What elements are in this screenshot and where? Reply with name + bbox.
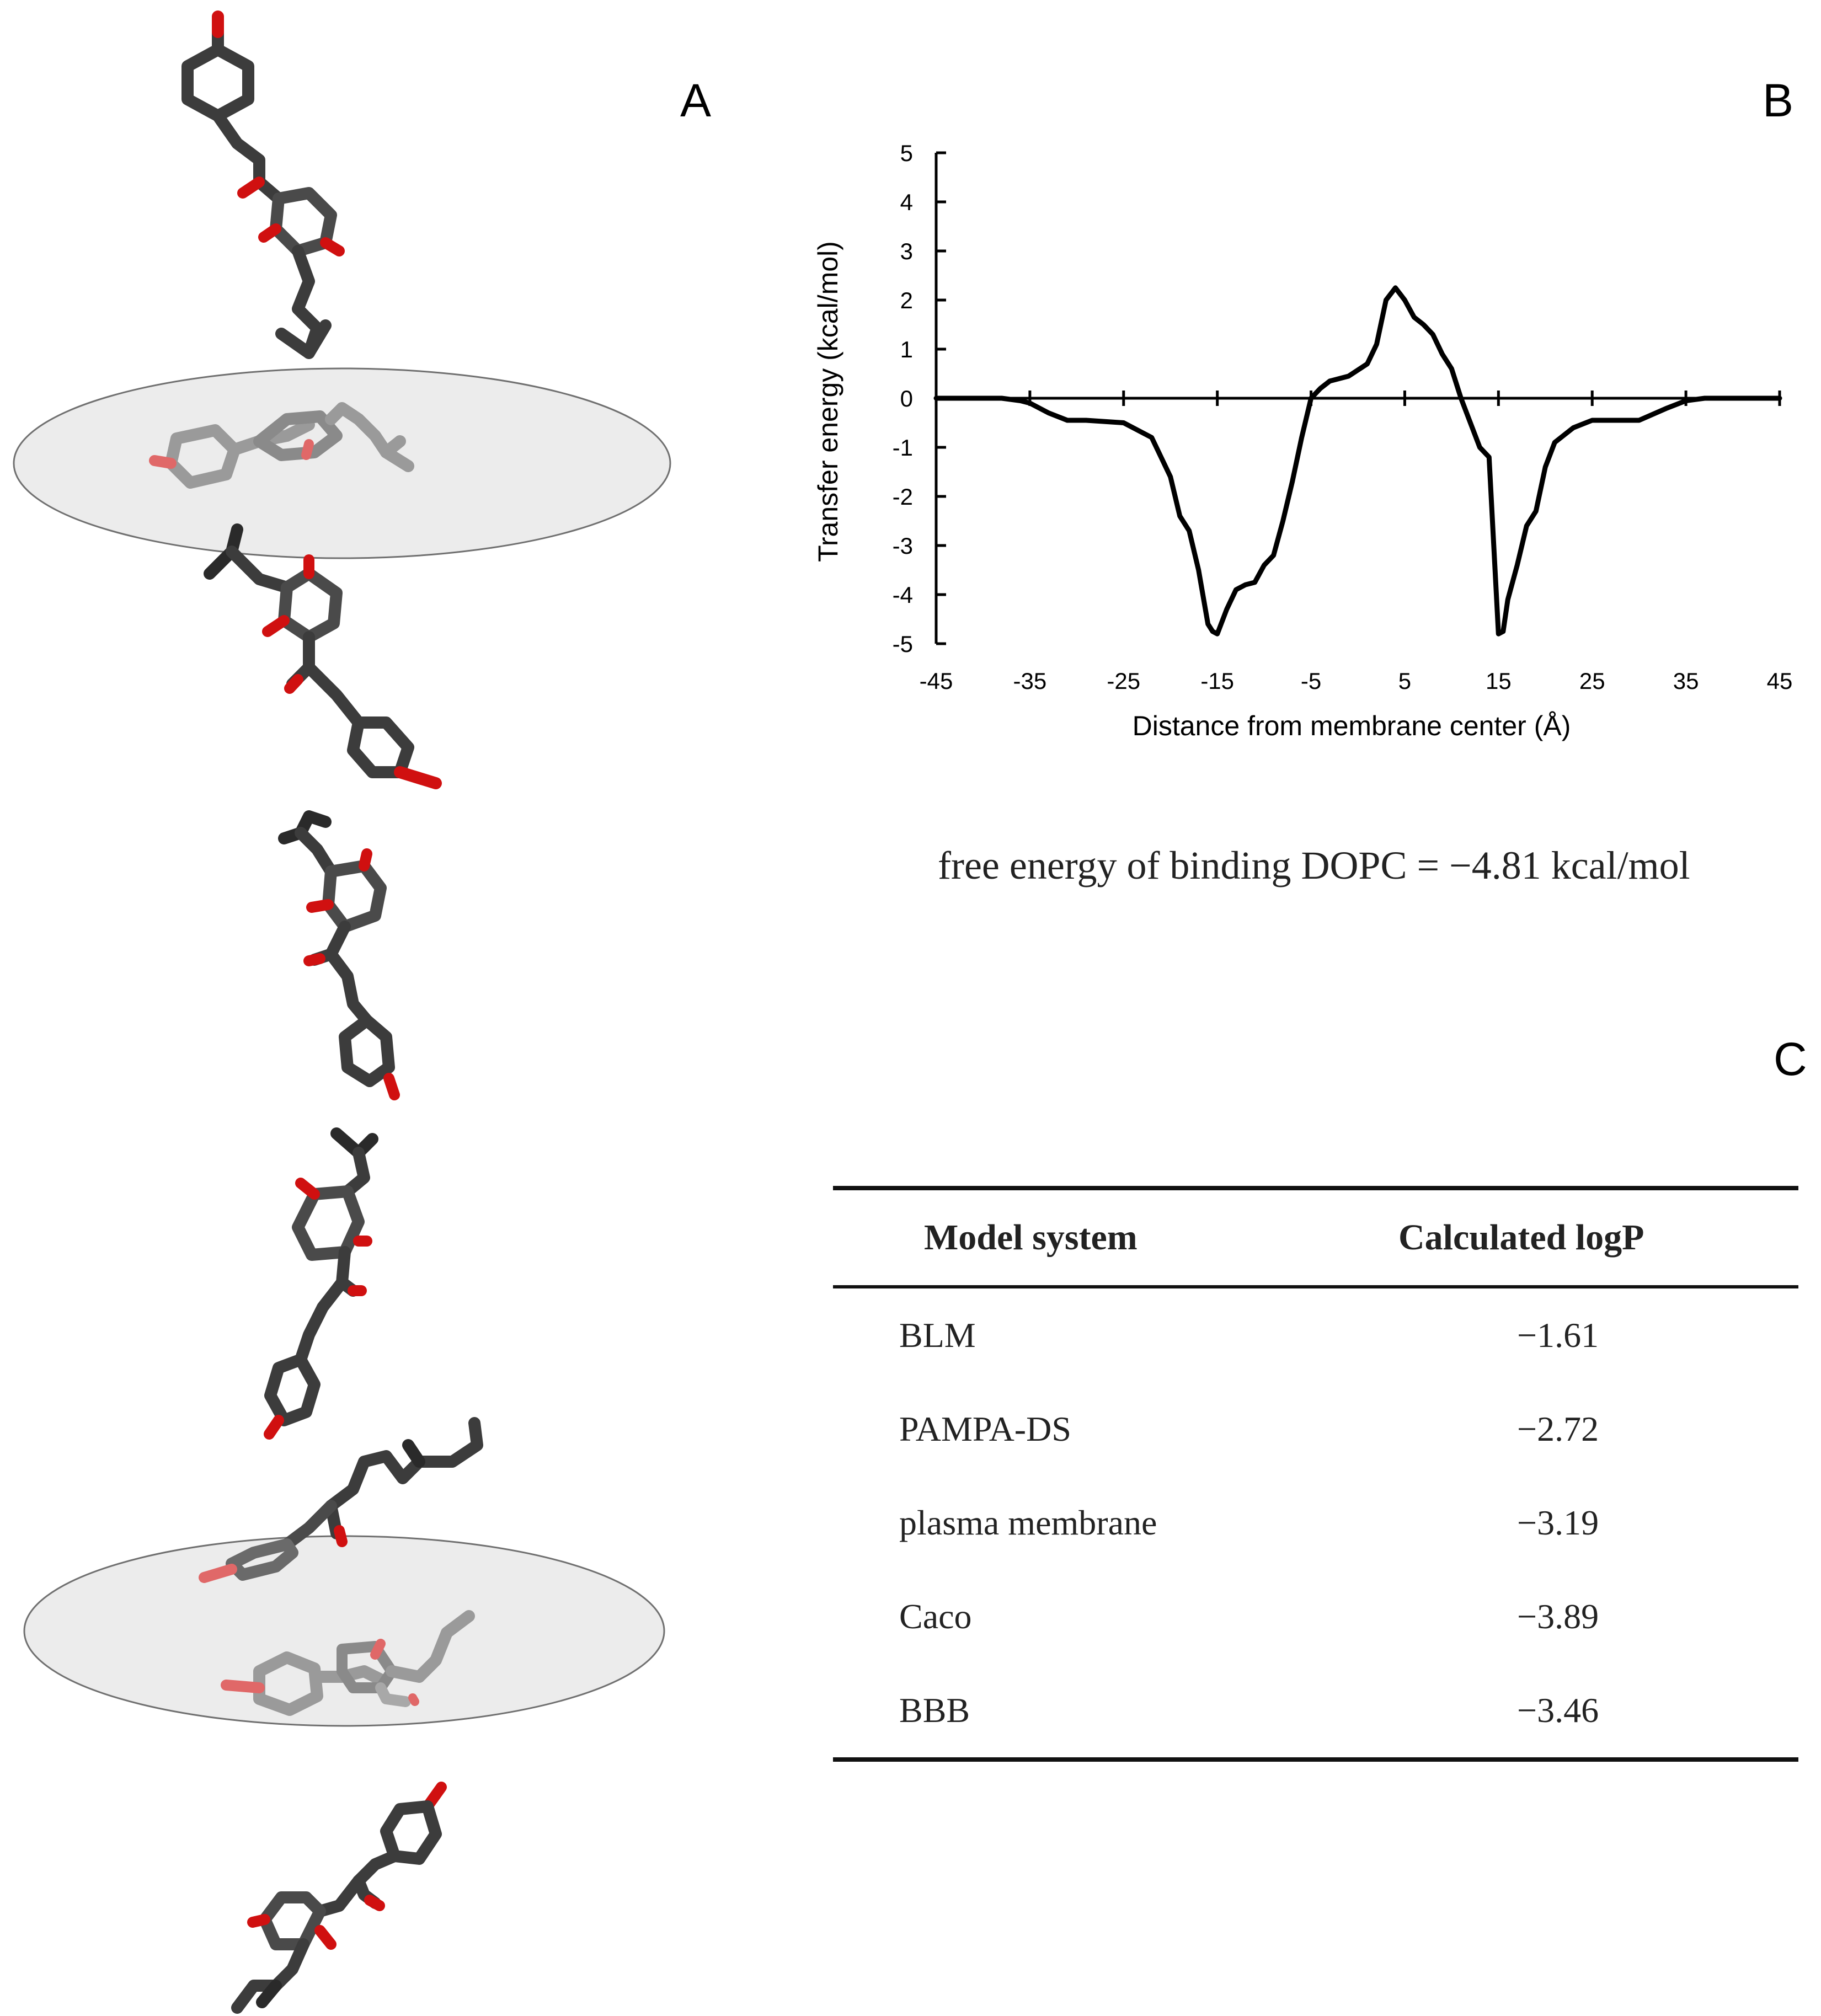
y-axis-title: Transfer energy (kcal/mol) — [813, 241, 843, 562]
logp-value-cell: −3.46 — [1517, 1691, 1599, 1730]
binding-free-energy-note: free energy of binding DOPC = −4.81 kcal… — [938, 843, 1690, 887]
y-tick-label: -1 — [893, 435, 913, 461]
y-tick-label: -5 — [893, 631, 913, 657]
x-tick-label: -5 — [1301, 668, 1321, 694]
column-header-model-system: Model system — [924, 1217, 1138, 1258]
table-row: BBB −3.46 — [833, 1664, 1798, 1760]
x-tick-label: -25 — [1107, 668, 1140, 694]
molecule-snapshot-7 — [221, 1610, 475, 1716]
energy-curve-line — [933, 285, 1782, 637]
logp-value-cell: −3.19 — [1517, 1503, 1599, 1542]
y-tick-label: -3 — [893, 533, 913, 559]
panel-label-a: A — [680, 74, 712, 126]
y-tick-label: 0 — [900, 386, 913, 411]
model-system-cell: BBB — [899, 1691, 970, 1730]
chart-tick-labels: 5 4 3 2 1 0 -1 -2 -3 -4 -5 -45 -35 -25 -15 -5 5 15 25 35 45 — [893, 140, 1793, 694]
model-system-cell: BLM — [899, 1316, 976, 1355]
logp-value-cell: −2.72 — [1517, 1409, 1599, 1448]
table-row: Caco −3.89 — [833, 1570, 1798, 1664]
y-tick-label: 5 — [900, 140, 913, 166]
molecule-snapshot-4 — [278, 810, 400, 1100]
molecule-snapshot-6 — [199, 1417, 483, 1583]
molecule-snapshot-3 — [204, 523, 442, 789]
x-tick-label: 35 — [1673, 668, 1699, 694]
table-header-row: Model system Calculated logP — [833, 1188, 1798, 1287]
x-axis-title: Distance from membrane center (Å) — [1133, 710, 1571, 741]
column-header-calculated-logp: Calculated logP — [1398, 1217, 1644, 1258]
model-system-cell: PAMPA-DS — [899, 1409, 1071, 1448]
molecule-snapshot-2 — [149, 402, 414, 489]
table-row: BLM −1.61 — [833, 1287, 1798, 1382]
membrane-plane-lower — [23, 1535, 665, 1727]
x-tick-label: -45 — [920, 668, 953, 694]
y-tick-label: 3 — [900, 238, 913, 264]
molecule-snapshot-5 — [264, 1127, 378, 1440]
x-tick-label: -15 — [1200, 668, 1234, 694]
x-tick-label: 5 — [1398, 668, 1411, 694]
molecule-snapshots — [13, 10, 671, 2014]
y-tick-label: -2 — [893, 484, 913, 510]
logp-value-cell: −3.89 — [1517, 1597, 1599, 1636]
model-system-cell: Caco — [899, 1597, 972, 1636]
x-tick-label: 25 — [1579, 668, 1605, 694]
model-system-cell: plasma membrane — [899, 1503, 1157, 1542]
x-tick-label: -35 — [1013, 668, 1047, 694]
molecule-snapshot-1 — [181, 10, 345, 359]
molecule-snapshot-8 — [231, 1782, 447, 2014]
y-tick-label: 1 — [900, 336, 913, 362]
x-tick-label: 15 — [1486, 668, 1512, 694]
panel-label-b: B — [1763, 74, 1794, 126]
logp-table: Model system Calculated logP BLM −1.61 P… — [833, 1186, 1798, 1762]
y-tick-label: -4 — [893, 582, 913, 608]
table-row: PAMPA-DS −2.72 — [833, 1382, 1798, 1476]
y-tick-label: 2 — [900, 287, 913, 313]
logp-value-cell: −1.61 — [1517, 1316, 1599, 1355]
table-row: plasma membrane −3.19 — [833, 1476, 1798, 1570]
x-tick-label: 45 — [1767, 668, 1793, 694]
membrane-plane-upper — [13, 367, 671, 559]
y-tick-label: 4 — [900, 189, 913, 215]
panel-label-c: C — [1774, 1033, 1807, 1085]
